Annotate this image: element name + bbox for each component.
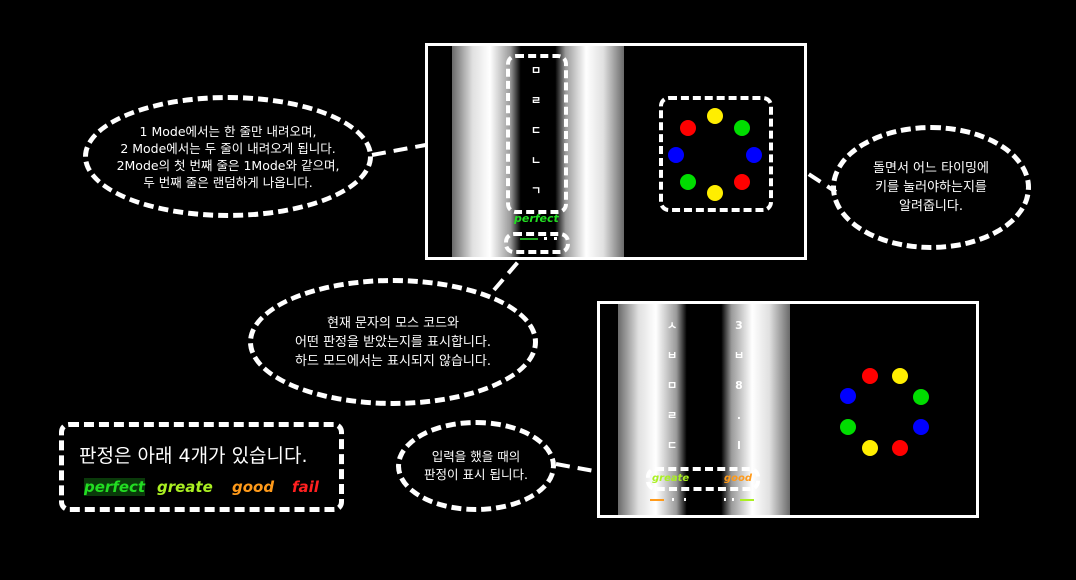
callout-text: 현재 문자의 모스 코드와 어떤 판정을 받았는지를 표시합니다. 하드 모드에…: [295, 315, 491, 369]
callout-text: 돌면서 어느 타이밍에 키를 눌러야하는지를 알려줍니다.: [873, 161, 989, 214]
timing-dot-red: [892, 440, 908, 456]
highlight-timing-circle: [659, 96, 773, 212]
callout-mode-description: 1 Mode에서는 한 줄만 내려오며, 2 Mode에서는 두 줄이 내려오게…: [83, 95, 373, 218]
note-letter: ㄴ: [530, 154, 542, 167]
note-letter: ㄷ: [666, 439, 678, 452]
timing-dot-yellow: [707, 108, 723, 124]
timing-dot-yellow: [892, 368, 908, 384]
highlight-judgement-area: [646, 467, 760, 491]
game-screen-1mode: ㅁ ㄹ ㄷ ㄴ ㄱ perfect: [425, 43, 807, 260]
timing-dot-blue: [746, 147, 762, 163]
judgement-text-right: good: [724, 473, 753, 484]
note-letter: l: [737, 439, 741, 452]
callout-text: 입력을 했을 때의 판정이 표시 됩니다.: [424, 449, 528, 482]
morse-indicator: [554, 237, 557, 240]
legend-item-greate: greate: [157, 478, 213, 496]
timing-dot-red: [734, 174, 750, 190]
legend-item-fail: fail: [292, 478, 319, 496]
note-letter: ㄱ: [530, 184, 542, 197]
note-letter: 3: [735, 319, 743, 332]
morse-indicator: [520, 238, 538, 240]
timing-dot-green: [734, 120, 750, 136]
morse-indicator: [684, 498, 686, 501]
judgement-text: perfect: [514, 212, 559, 225]
callout-timing-description: 돌면서 어느 타이밍에 키를 눌러야하는지를 알려줍니다.: [831, 125, 1031, 250]
morse-indicator: [740, 499, 754, 501]
timing-dot-green: [913, 389, 929, 405]
highlight-morse-area: [504, 232, 570, 254]
note-letter: ㅁ: [530, 64, 542, 77]
highlight-note-column: [506, 54, 568, 214]
note-letter: .: [736, 409, 742, 422]
timing-dot-yellow: [862, 440, 878, 456]
note-letter: ㅂ: [733, 349, 745, 362]
timing-dot-yellow: [707, 185, 723, 201]
note-lane: [452, 46, 624, 257]
callout-input-description: 입력을 했을 때의 판정이 표시 됩니다.: [396, 420, 556, 512]
timing-dot-green: [840, 419, 856, 435]
judgement-legend: 판정은 아래 4개가 있습니다. perfect greate good fai…: [59, 422, 344, 512]
game-screen-2mode: ㅅ ㅂ ㅁ ㄹ ㄷ 3 ㅂ 8 . l greate good: [597, 301, 979, 518]
judgement-text-left: greate: [652, 473, 690, 484]
note-letter: ㄹ: [530, 94, 542, 107]
note-letter: ㅁ: [666, 379, 678, 392]
morse-indicator: [672, 498, 674, 501]
timing-dot-blue: [913, 419, 929, 435]
callout-morse-description: 현재 문자의 모스 코드와 어떤 판정을 받았는지를 표시합니다. 하드 모드에…: [248, 278, 538, 406]
legend-title: 판정은 아래 4개가 있습니다.: [79, 445, 308, 467]
legend-item-perfect: perfect: [84, 478, 146, 496]
timing-dot-green: [680, 174, 696, 190]
note-letter: ㄷ: [530, 124, 542, 137]
morse-indicator: [732, 498, 734, 501]
timing-dot-red: [680, 120, 696, 136]
morse-indicator: [724, 498, 726, 501]
callout-text: 1 Mode에서는 한 줄만 내려오며, 2 Mode에서는 두 줄이 내려오게…: [116, 123, 340, 190]
note-letter: ㄹ: [666, 409, 678, 422]
note-letter: 8: [735, 379, 743, 392]
morse-indicator: [650, 499, 664, 501]
legend-item-good: good: [232, 478, 275, 496]
timing-dot-blue: [668, 147, 684, 163]
note-letter: ㅂ: [666, 349, 678, 362]
morse-indicator: [544, 237, 547, 240]
note-letter: ㅅ: [666, 319, 678, 332]
timing-dot-red: [862, 368, 878, 384]
timing-dot-blue: [840, 388, 856, 404]
